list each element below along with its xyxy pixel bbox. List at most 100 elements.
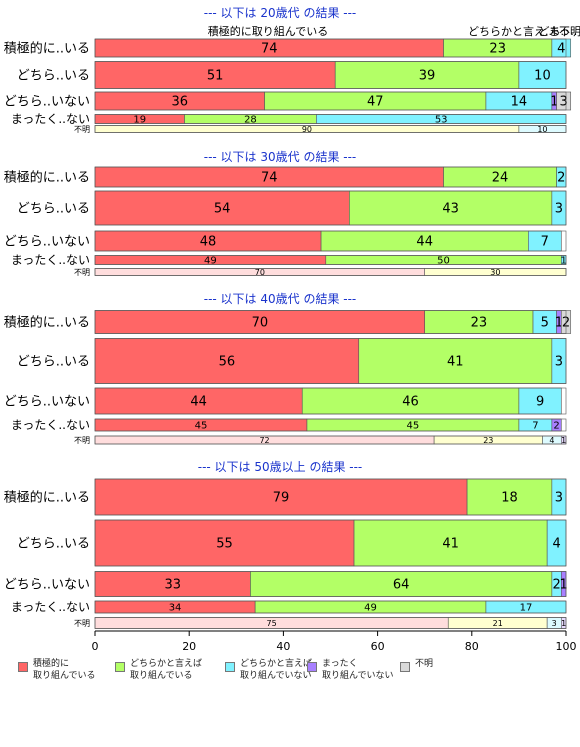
category-label: どちら..いる (17, 355, 90, 370)
category-label: どちら..いない (4, 95, 90, 110)
bar-frame (94, 230, 567, 252)
bar-value-label: 30 (490, 268, 500, 277)
bar-value-label: 50 (437, 256, 450, 267)
category-label: どちら..いる (17, 537, 90, 552)
x-tick-label: 80 (465, 640, 479, 653)
bar-value-label: 7 (541, 235, 549, 250)
bar-value-label: 1 (550, 95, 558, 110)
series-header-label: 不明 (559, 25, 580, 38)
bar-value-label: 1 (561, 436, 566, 445)
bar-value-label: 5 (541, 316, 549, 331)
bar-value-label: 3 (555, 202, 563, 217)
bar-value-label: 4 (552, 537, 560, 552)
bar-value-label: 7 (532, 421, 538, 432)
bar-value-label: 70 (252, 316, 269, 331)
bar-value-label: 9 (536, 395, 544, 410)
bar-frame (94, 435, 567, 445)
bar-value-label: 3 (560, 95, 568, 110)
bar-value-label: 45 (407, 421, 420, 432)
bar-frame (94, 338, 567, 384)
bar-frame (94, 61, 567, 89)
bar-value-label: 41 (447, 355, 464, 370)
bar-value-label: 1 (560, 578, 568, 593)
bar-value-label: 70 (255, 268, 265, 277)
category-label: どちら..いない (4, 235, 90, 250)
bar-segment (358, 338, 553, 384)
category-label: どちら..いない (4, 395, 90, 410)
bar-value-label: 1 (561, 619, 566, 628)
bar-value-label: 75 (267, 619, 277, 628)
bar-value-label: 4 (557, 42, 565, 57)
bar-segment (466, 478, 553, 516)
bar-value-label: 21 (493, 619, 503, 628)
bar-value-label: 49 (204, 256, 217, 267)
legend-label: 不明 (415, 659, 434, 669)
bar-frame (94, 190, 567, 226)
bar-value-label: 34 (169, 603, 182, 614)
x-tick-label: 60 (371, 640, 385, 653)
bar-segment (334, 61, 520, 89)
bar-value-label: 51 (207, 69, 224, 84)
bar-frame (94, 125, 567, 133)
category-label: 不明 (74, 619, 90, 628)
panel-title: --- 以下は 20歳代 の結果 --- (204, 6, 357, 20)
legend-swatch (18, 662, 28, 672)
bar-frame (94, 166, 567, 188)
bar-segment (94, 338, 360, 384)
bar-frame (94, 91, 567, 111)
bar-frame (94, 255, 567, 265)
category-label: まったく..ない (11, 600, 90, 614)
bar-value-label: 48 (200, 235, 217, 250)
bar-value-label: 72 (259, 436, 269, 445)
bar-value-label: 2 (552, 578, 560, 593)
legend-label: まったく 取り組んでいない (322, 659, 394, 681)
x-tick-label: 20 (182, 640, 196, 653)
bar-segment (94, 519, 355, 567)
bar-value-label: 1 (560, 256, 566, 267)
bar-segment (250, 571, 553, 597)
bar-value-label: 23 (471, 316, 488, 331)
bar-value-label: 4 (549, 436, 554, 445)
series-header-label: まっ.. (549, 25, 578, 38)
bar-value-label: 46 (402, 395, 419, 410)
bar-value-label: 10 (537, 125, 547, 134)
bar-value-label: 24 (492, 171, 509, 186)
legend-label: どちらかと言えば 取り組んでいない (240, 659, 313, 681)
bar-frame (94, 617, 567, 629)
bar-value-label: 74 (261, 42, 278, 57)
bar-frame (94, 478, 567, 516)
category-label: 不明 (74, 268, 90, 277)
bar-frame (94, 387, 567, 415)
bar-value-label: 41 (442, 537, 459, 552)
bar-frame (94, 418, 567, 432)
bar-value-label: 45 (195, 421, 208, 432)
bar-frame (94, 571, 567, 597)
category-label: まったく..ない (11, 253, 90, 267)
category-label: 積極的に..いる (4, 315, 90, 331)
bar-value-label: 54 (214, 202, 231, 217)
bar-value-label: 28 (244, 115, 257, 126)
bar-segment (349, 190, 553, 226)
panel-title: --- 以下は 50歳以上 の結果 --- (198, 460, 363, 474)
bar-value-label: 44 (416, 235, 433, 250)
bar-frame (94, 38, 567, 58)
legend-swatch (400, 662, 410, 672)
bar-value-label: 3 (555, 491, 563, 506)
legend-label: どちらかと言えば 取り組んでいる (130, 659, 203, 681)
series-header-label: 積極的に取り組んでいる (208, 24, 328, 38)
bar-value-label: 33 (164, 578, 181, 593)
bar-value-label: 56 (219, 355, 236, 370)
bar-value-label: 90 (302, 125, 312, 134)
bar-value-label: 49 (364, 603, 377, 614)
category-label: 積極的に..いる (4, 41, 90, 57)
bar-value-label: 3 (552, 619, 557, 628)
x-tick-label: 0 (92, 640, 99, 653)
bar-frame (94, 600, 567, 614)
category-label: どちら..いる (17, 69, 90, 84)
bar-value-label: 64 (393, 578, 410, 593)
legend-swatch (115, 662, 125, 672)
legend-label: 積極的に 取り組んでいる (33, 659, 96, 681)
legend: 積極的に 取り組んでいる どちらかと言えば 取り組んでいる どちらかと言えば 取り組… (18, 658, 578, 698)
panel-title: --- 以下は 40歳代 の結果 --- (204, 292, 357, 306)
category-label: どちら..いる (17, 202, 90, 217)
